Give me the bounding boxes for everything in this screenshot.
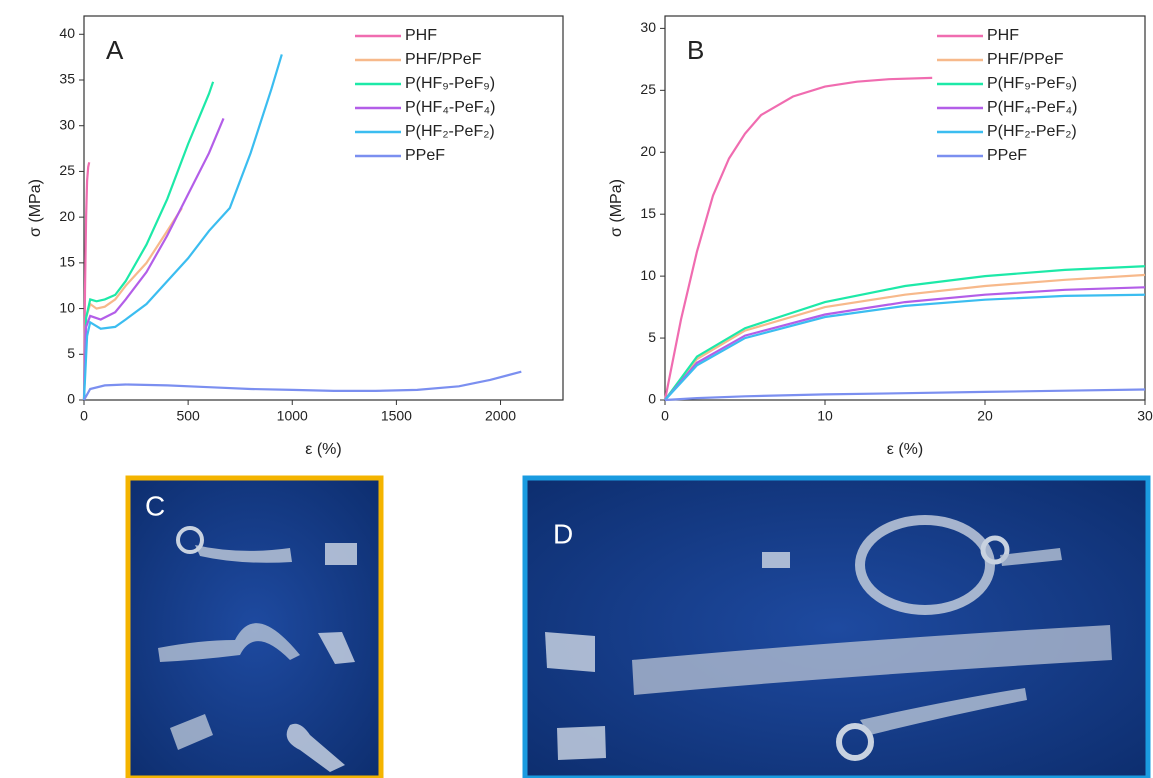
y-tick-label: 10 [59, 299, 75, 315]
plot-frame [83, 15, 564, 401]
legend-label: PHF/PPeF [405, 51, 482, 68]
photo-label: C [145, 490, 165, 521]
x-tick-label: 20 [977, 408, 993, 424]
y-tick-label: 0 [648, 391, 656, 407]
y-tick-label: 40 [59, 25, 75, 41]
y-axis-label: σ (MPa) [608, 179, 625, 237]
x-axis-label: ε (%) [887, 441, 923, 458]
x-tick-label: 10 [817, 408, 833, 424]
photo-label: D [553, 518, 573, 549]
panel-label: A [106, 35, 124, 65]
panel-label: B [687, 35, 704, 65]
data-line [664, 388, 1146, 402]
data-line [664, 265, 1146, 401]
data-line [664, 293, 1146, 401]
data-line [82, 54, 283, 401]
x-tick-label: 0 [661, 408, 669, 424]
data-line [83, 370, 522, 401]
data-line [82, 81, 215, 401]
x-tick-label: 2000 [485, 408, 516, 424]
legend-label: PPeF [987, 147, 1027, 164]
y-tick-label: 5 [67, 345, 75, 361]
y-tick-label: 25 [59, 162, 75, 178]
y-tick-label: 20 [59, 208, 75, 224]
legend-label: P(HF₉-PeF₉) [405, 75, 495, 92]
plot-frame [664, 15, 1146, 401]
x-tick-label: 0 [80, 408, 88, 424]
legend-label: PHF/PPeF [987, 51, 1064, 68]
data-line [664, 286, 1146, 401]
x-axis-label: ε (%) [305, 441, 341, 458]
legend-label: P(HF₄-PeF₄) [987, 99, 1077, 116]
legend-label: P(HF₉-PeF₉) [987, 75, 1077, 92]
data-line [663, 76, 933, 401]
x-tick-label: 500 [176, 408, 200, 424]
legend-label: PHF [405, 27, 437, 44]
legend-label: PHF [987, 27, 1019, 44]
data-line [82, 117, 225, 401]
y-tick-label: 0 [67, 391, 75, 407]
data-line [664, 273, 1146, 401]
x-tick-label: 1000 [277, 408, 308, 424]
legend-label: PPeF [405, 147, 445, 164]
y-tick-label: 15 [59, 254, 75, 270]
legend-label: P(HF₂-PeF₂) [405, 123, 495, 140]
y-tick-label: 30 [59, 116, 75, 132]
y-tick-label: 20 [640, 143, 656, 159]
y-tick-label: 5 [648, 329, 656, 345]
y-tick-label: 25 [640, 81, 656, 97]
y-tick-label: 30 [640, 19, 656, 35]
y-tick-label: 35 [59, 71, 75, 87]
x-tick-label: 30 [1137, 408, 1153, 424]
data-line [82, 162, 91, 401]
y-axis-label: σ (MPa) [27, 179, 44, 237]
photo-c: C [125, 475, 384, 778]
legend-label: P(HF₂-PeF₂) [987, 123, 1077, 140]
photo-d: D [522, 475, 1151, 778]
x-tick-label: 1500 [381, 408, 412, 424]
legend-label: P(HF₄-PeF₄) [405, 99, 495, 116]
y-tick-label: 10 [640, 267, 656, 283]
y-tick-label: 15 [640, 205, 656, 221]
